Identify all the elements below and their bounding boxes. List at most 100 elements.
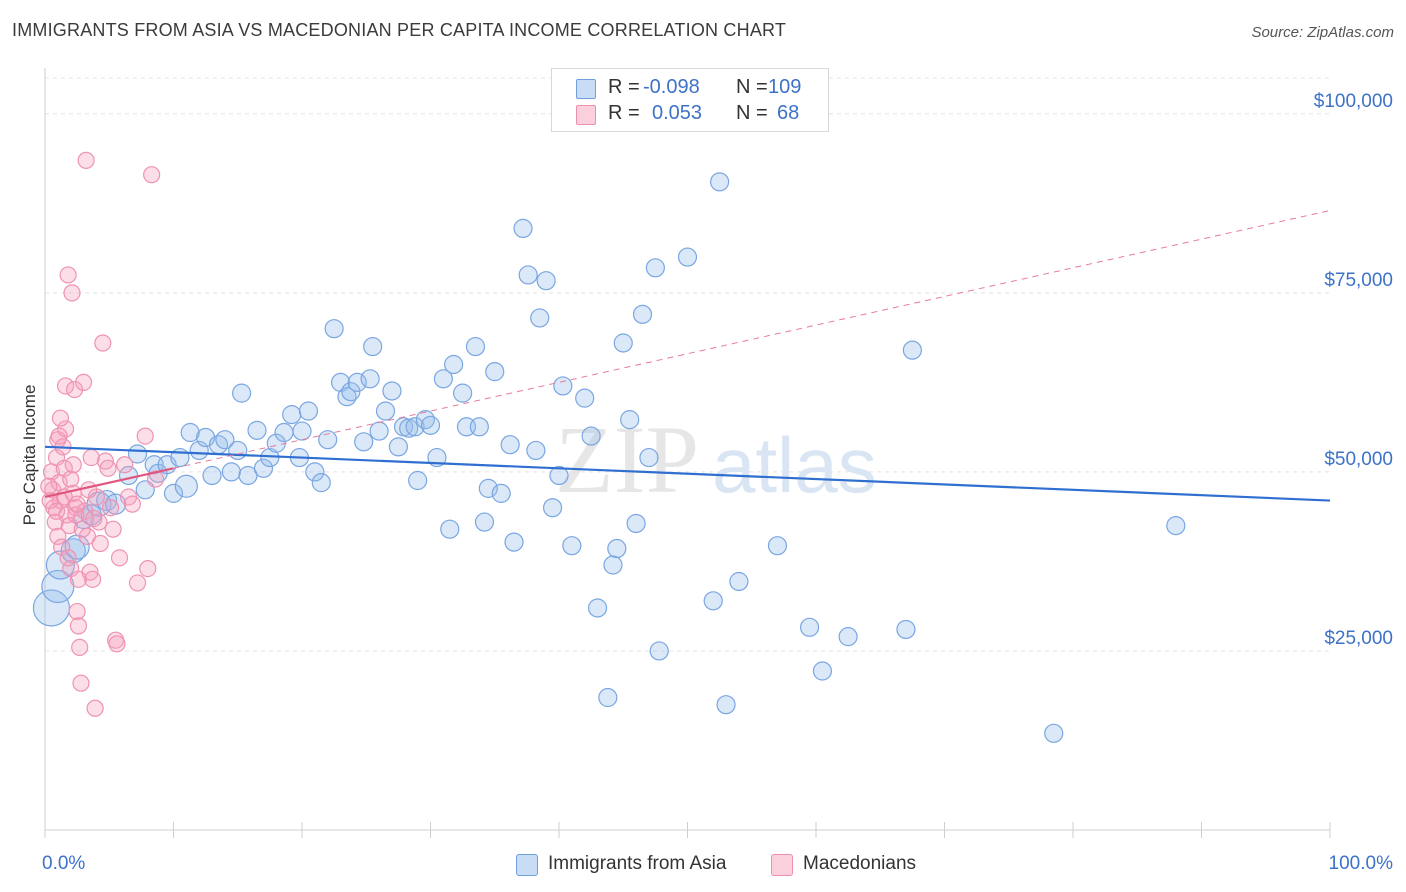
data-point-macedonians [72, 674, 90, 692]
legend-swatch-asia [576, 79, 596, 99]
data-point-asia [420, 415, 441, 435]
data-point-asia [710, 172, 730, 192]
data-point-macedonians [64, 456, 82, 474]
data-point-macedonians [143, 166, 161, 184]
data-point-asia [433, 369, 453, 389]
data-point-asia [174, 474, 198, 498]
data-point-asia [649, 641, 669, 661]
watermark: ZIP atlas [555, 406, 877, 513]
data-point-asia [553, 376, 573, 396]
data-point-asia [415, 410, 435, 430]
legend-r-value: -0.098 [643, 76, 700, 98]
data-point-asia [341, 382, 361, 402]
data-point-asia [369, 421, 389, 441]
data-point-macedonians [55, 459, 73, 477]
data-point-asia [513, 218, 533, 238]
data-point-asia [45, 550, 76, 580]
grid-lines [45, 77, 1330, 652]
data-point-macedonians [104, 520, 122, 538]
data-point-macedonians [94, 334, 112, 352]
data-point-asia [607, 538, 627, 559]
data-point-asia [274, 422, 294, 443]
legend-n-label: N = [736, 102, 768, 124]
bottom-legend-label-asia: Immigrants from Asia [548, 853, 727, 874]
y-tick-label: $100,000 [1314, 91, 1393, 112]
data-point-macedonians [136, 427, 154, 445]
data-point-macedonians [62, 470, 80, 488]
data-point-macedonians [68, 602, 86, 621]
data-point-asia [363, 336, 383, 357]
data-point-asia [729, 571, 749, 592]
data-point-macedonians [50, 427, 68, 445]
data-point-asia [375, 401, 396, 421]
data-point-macedonians [63, 284, 81, 302]
data-point-asia [282, 405, 302, 425]
data-point-asia [453, 383, 473, 403]
data-point-asia [626, 513, 646, 534]
data-point-asia [639, 447, 659, 468]
data-point-asia [253, 458, 274, 478]
data-point-asia [562, 536, 582, 556]
data-point-asia [324, 319, 344, 339]
data-point-macedonians [73, 520, 91, 538]
bottom-legend-swatch-macedonians [771, 854, 793, 876]
data-point-asia [645, 258, 665, 278]
data-point-asia [405, 417, 425, 437]
data-point-asia [703, 591, 723, 611]
data-point-macedonians [56, 420, 75, 438]
data-point-macedonians [47, 502, 66, 520]
data-point-asia [444, 354, 464, 375]
chart-title: IMMIGRANTS FROM ASIA VS MACEDONIAN PER C… [12, 20, 787, 40]
data-point-asia [292, 421, 312, 441]
x-tick-label: 0.0% [42, 853, 85, 874]
data-point-macedonians [59, 266, 77, 284]
data-point-macedonians [40, 477, 58, 495]
data-point-macedonians [69, 617, 88, 635]
data-point-asia [598, 687, 618, 708]
data-point-asia [318, 430, 338, 450]
y-tick-label: $25,000 [1324, 628, 1393, 649]
data-point-asia [298, 401, 319, 421]
data-point-asia [526, 440, 546, 461]
data-point-macedonians [139, 559, 157, 578]
data-point-macedonians [80, 481, 98, 499]
data-point-macedonians [71, 638, 89, 656]
data-point-macedonians [51, 409, 70, 427]
data-point-asia [613, 333, 633, 353]
data-point-macedonians [99, 459, 117, 477]
data-point-asia [677, 247, 698, 267]
data-point-asia [485, 362, 505, 382]
data-point-asia [504, 532, 524, 552]
data-point-asia [399, 418, 419, 438]
data-point-macedonians [68, 495, 86, 513]
data-point-macedonians [77, 151, 95, 169]
legend-n-label: N = [736, 76, 768, 98]
data-point-asia [581, 426, 601, 446]
data-point-macedonians [91, 534, 109, 553]
data-point-asia [305, 462, 325, 482]
data-point-macedonians [59, 549, 77, 567]
bottom-legend-label-macedonians: Macedonians [803, 853, 917, 874]
source-label: Source: ZipAtlas.com [1251, 24, 1394, 41]
data-point-asia [382, 381, 402, 401]
trend-lines [44, 210, 1331, 502]
data-point-asia [440, 519, 460, 539]
data-point-asia [603, 555, 623, 575]
data-point-asia [575, 388, 595, 408]
data-point-asia [518, 265, 538, 285]
data-point-asia [1166, 516, 1186, 536]
data-point-asia [163, 483, 184, 503]
data-point-macedonians [60, 517, 79, 535]
data-point-macedonians [65, 380, 84, 399]
data-point-asia [896, 619, 916, 640]
y-tick-label: $75,000 [1324, 270, 1393, 291]
data-point-asia [354, 432, 374, 452]
data-point-macedonians [49, 527, 67, 545]
data-point-asia [474, 512, 495, 532]
data-point-asia [388, 437, 408, 457]
data-point-asia [902, 340, 922, 360]
data-point-macedonians [83, 570, 102, 588]
data-point-macedonians [128, 574, 147, 592]
data-point-macedonians [58, 506, 76, 524]
